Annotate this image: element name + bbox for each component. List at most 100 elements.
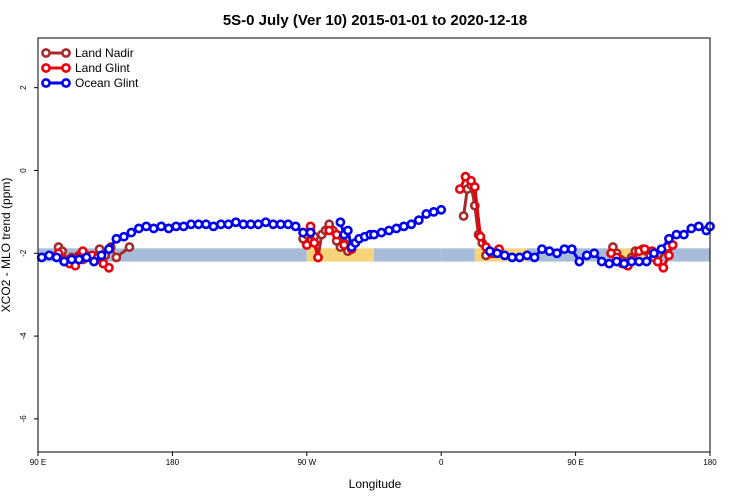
x-tick-label: 180 [166,458,180,467]
data-point [275,219,286,230]
x-tick-label: 90 W [297,458,316,467]
data-point [658,262,669,273]
data-point [664,233,674,244]
data-point [421,209,432,219]
data-point [324,225,335,236]
x-tick-label: 180 [703,458,717,467]
data-point [391,223,402,234]
data-point [178,221,189,232]
data-point [398,221,409,232]
data-point [124,242,135,252]
data-point [245,219,256,230]
data-point [141,221,152,232]
data-point [604,258,615,269]
data-point [678,229,689,240]
legend-swatch-marker [61,78,71,88]
data-point [44,250,55,261]
legend-item: Land Nadir [41,46,134,60]
data-point [104,244,114,255]
data-point [552,248,562,259]
data-point [589,248,600,259]
band-segment-ocean [441,248,475,262]
data-point [639,244,650,255]
series-ocean-glint [36,204,715,269]
band-segment-land [306,248,374,262]
data-point [208,221,219,232]
band-segment-ocean [374,248,442,262]
data-point [641,256,652,267]
legend-label: Land Glint [75,61,130,75]
data-point [126,227,137,238]
data-point [514,252,525,263]
data-point [544,246,555,257]
data-point [298,227,308,238]
data-point [656,244,667,255]
data-point [171,221,182,232]
data-point [118,231,129,242]
data-point [693,221,704,232]
data-point [201,219,211,230]
plot-border [37,37,711,453]
data-point [331,229,342,240]
legend-swatch-marker [41,78,51,88]
x-tick-label: 0 [439,458,444,467]
data-point [458,211,469,221]
data-point [475,231,486,242]
data-point [566,244,577,255]
data-point [559,244,570,255]
data-point [376,227,387,238]
data-point [581,250,592,261]
data-point [283,219,294,230]
data-point [66,254,77,265]
data-point [59,256,70,267]
data-point [36,252,47,263]
data-point [133,223,144,234]
data-point [436,204,447,215]
legend-swatch-marker [61,63,71,73]
data-point [369,229,379,240]
y-tick-label: 2 [19,85,28,90]
y-tick-label: -2 [19,249,28,257]
data-point [339,240,350,250]
chart-title: 5S-0 July (Ver 10) 2015-01-01 to 2020-12… [223,12,527,29]
plot-area [36,37,715,453]
data-point [664,250,674,261]
data-point [163,223,174,234]
legend-label: Ocean Glint [75,76,139,90]
data-point [148,223,159,234]
legend-label: Land Nadir [75,46,134,60]
data-point [626,256,637,267]
data-point [51,252,62,263]
data-point [313,252,323,263]
data-point [238,219,249,230]
legend-swatch-marker [41,48,51,58]
data-point [342,225,353,236]
data-point [81,252,92,263]
data-point [529,252,540,263]
data-point [649,248,659,259]
data-point [253,219,264,230]
y-axis: 2 0 -2 -4 -6 [19,85,38,422]
data-point [671,229,682,240]
data-point [596,256,607,267]
series-layer [36,171,715,273]
legend-swatch-marker [61,48,71,58]
data-point [74,254,84,265]
data-point [454,184,465,195]
data-point [156,221,167,232]
data-point [619,258,630,269]
data-point [499,250,510,261]
data-point [111,252,122,263]
data-point [89,256,99,267]
data-point [335,217,346,228]
x-axis: 90 E 180 90 W 0 90 E 180 [30,452,717,467]
data-point [469,182,480,192]
data-point [230,217,241,228]
data-point [268,219,279,230]
data-point [507,252,518,263]
y-tick-label: -4 [19,332,28,340]
data-point [186,219,196,230]
data-point [111,233,122,244]
data-point [492,248,503,259]
